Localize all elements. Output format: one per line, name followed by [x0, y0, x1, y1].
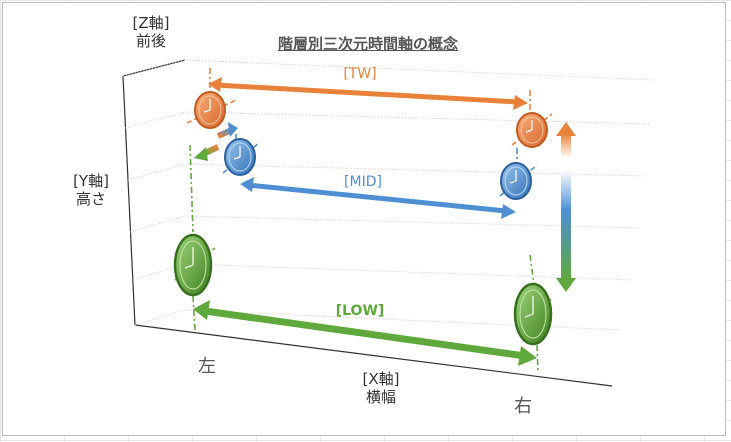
down-arrow-shaft-lower [561, 210, 571, 280]
x-left-end-label: 左 [198, 356, 216, 377]
low-left-guide-bottom [192, 295, 196, 331]
gridline [122, 59, 654, 81]
left-transition-arrows [194, 122, 238, 161]
mid-clock-left [224, 138, 256, 176]
x-axis-line [134, 324, 613, 387]
tw-arrow [208, 77, 528, 110]
right-vertical-arrows [556, 122, 576, 292]
axes-frame [122, 59, 613, 387]
y-axis-label: [Y軸] 高さ [73, 172, 109, 208]
mid-arrow [240, 177, 516, 219]
mid-layer-label: [MID] [344, 174, 382, 190]
tw-clock-right [516, 112, 548, 148]
gridline [124, 111, 651, 129]
low-left-guide-top [189, 144, 194, 233]
gridline [134, 309, 621, 331]
y-axis-line [122, 75, 136, 326]
low-clock-right [513, 282, 553, 346]
z-axis-label: [Z軸] 前後 [132, 14, 170, 50]
x-right-end-label: 右 [514, 396, 532, 417]
up-arrow-head [556, 122, 576, 136]
z-axis-line [122, 59, 186, 77]
tw-layer-label: [TW] [343, 66, 377, 82]
diagram-title: 階層別三次元時間軸の概念 [277, 35, 458, 53]
vertical-guides [189, 68, 539, 373]
low-right-guide-top [529, 254, 535, 286]
chart-frame [2, 2, 726, 436]
x-axis-label: [X軸] 横幅 [362, 370, 400, 406]
gridline [129, 215, 641, 233]
up-arrow-shaft [561, 134, 571, 158]
down-arrow-head [556, 278, 576, 292]
low-layer-label: [LOW] [335, 303, 385, 319]
low-arrow [193, 300, 537, 366]
tw-clock-left [194, 91, 226, 129]
mid-clock-right [500, 162, 532, 200]
down-arrow-shaft-upper [561, 170, 571, 210]
low-clock-left [173, 233, 213, 297]
low-right-guide-bottom [536, 344, 539, 373]
